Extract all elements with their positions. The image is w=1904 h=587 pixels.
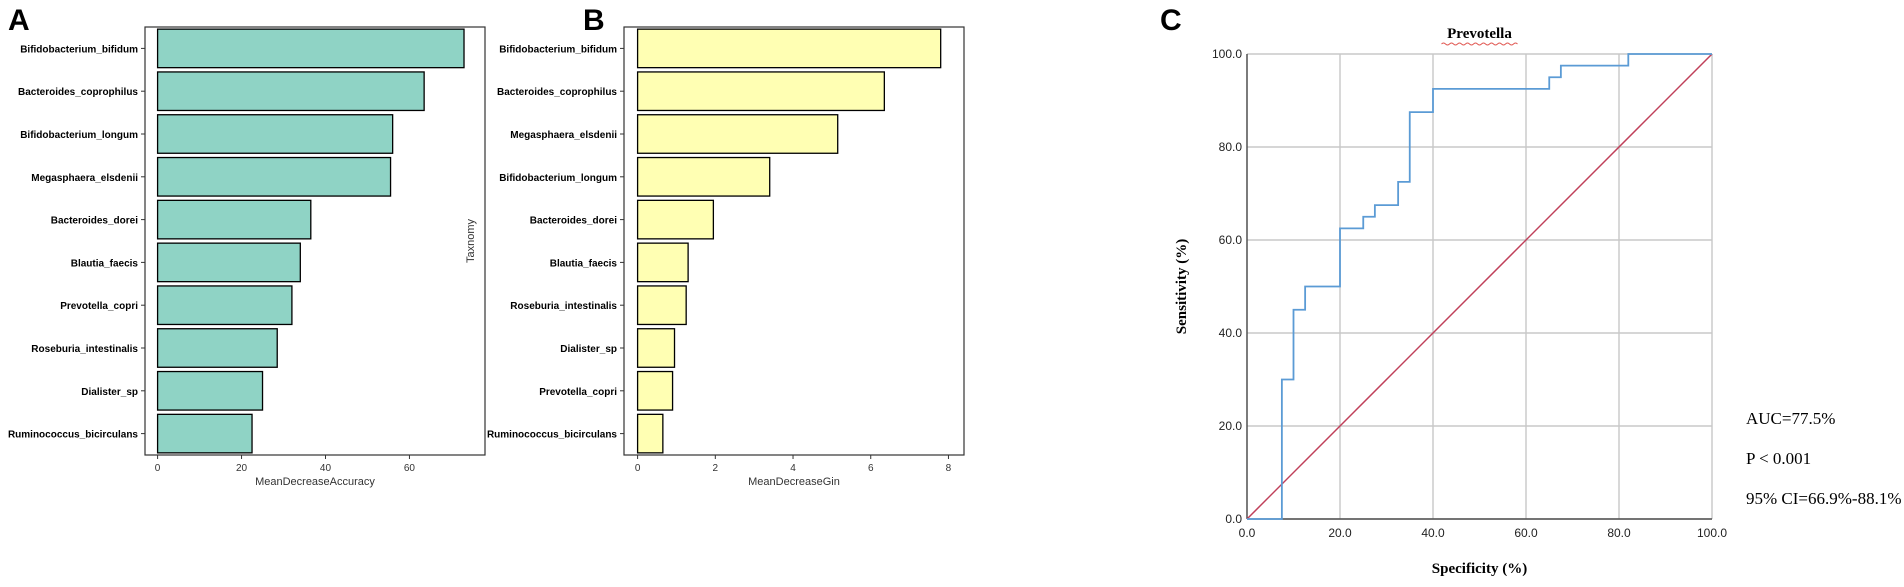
chart-a-xtick-label: 40 [320,463,332,474]
chart-c-xtick-label: 100.0 [1697,526,1727,540]
chart-b-category-label: Blautia_faecis [550,258,618,269]
chart-a-bar [156,285,293,326]
chart-c-ytick-label: 20.0 [1219,419,1243,433]
chart-a-category-label: Prevotella_copri [60,301,138,312]
chart-c-ytick-label: 40.0 [1219,326,1243,340]
chart-a-plot-border [144,26,486,456]
chart-a-bar [156,114,394,154]
chart-a-xtick-label: 60 [404,463,416,474]
chart-b-xtick-label: 8 [946,463,952,474]
chart-c-title: Prevotella [1447,26,1512,42]
chart-a-bar [156,71,425,112]
chart-b-bar [636,199,715,240]
chart-a-category-label: Dialister_sp [81,387,138,398]
chart-b-category-label: Bacteroides_coprophilus [497,87,617,98]
chart-a-category-label: Ruminococcus_bicirculans [8,430,138,441]
chart-c-reference-line [1246,53,1713,520]
chart-c-ytick-label: 80.0 [1219,140,1243,154]
p-value-annotation: P < 0.001 [1746,449,1812,468]
chart-a-bar [156,156,392,197]
chart-a-bar [156,328,278,368]
chart-a-xtick-label: 0 [155,463,161,474]
panel-label-a: A [8,4,30,37]
chart-a-category-label: Bifidobacterium_bifidum [20,44,138,55]
chart-b-bar [636,242,689,283]
chart-b-bar [636,370,674,411]
chart-a-x-axis-title: MeanDecreaseAccuracy [255,476,375,488]
chart-b-bar [636,285,687,326]
chart-b-category-label: Roseburia_intestinalis [510,301,617,312]
chart-c-title-spellcheck-underline [1441,42,1518,46]
chart-a-category-label: Bacteroides_coprophilus [18,87,138,98]
chart-b-category-label: Dialister_sp [560,344,617,355]
chart-a-mean-decrease-accuracy: Bifidobacterium_bifidum Bacteroides_copro… [8,26,486,488]
ci-annotation: 95% CI=66.9%-88.1% [1746,489,1902,508]
chart-b-bar [636,156,771,197]
chart-a-category-label: Blautia_faecis [71,258,139,269]
chart-a-category-label: Roseburia_intestinalis [31,344,138,355]
chart-a-category-label: Megasphaera_elsdenii [31,173,138,184]
chart-b-y-axis-title: Taxnomy [465,218,477,263]
chart-b-mean-decrease-gini: Bifidobacterium_bifidum Bacteroides_copro… [465,26,965,488]
chart-b-xtick-label: 6 [868,463,874,474]
chart-a-bar [156,370,264,411]
chart-b-xtick-label: 0 [635,463,641,474]
chart-a-bar [156,242,301,283]
chart-a-bar [156,413,253,454]
chart-b-x-axis-title: MeanDecreaseGin [748,476,840,488]
chart-b-category-label: Bifidobacterium_longum [499,173,617,184]
panel-label-b: B [583,4,605,37]
chart-b-bar [636,28,942,69]
chart-c-xtick-label: 80.0 [1607,526,1631,540]
chart-b-bar [636,328,676,368]
chart-c-roc-line [1247,53,1712,520]
chart-b-category-label: Prevotella_copri [539,387,617,398]
chart-b-category-label: Megasphaera_elsdenii [510,130,617,141]
chart-b-bar [636,114,839,154]
chart-a-xtick-label: 20 [236,463,248,474]
auc-annotation: AUC=77.5% [1746,409,1836,428]
chart-b-plot-border [623,26,965,456]
chart-b-bar [636,413,664,454]
panel-label-c: C [1160,4,1182,37]
chart-b-category-label: Ruminococcus_bicirculans [487,430,617,441]
chart-c-ytick-label: 100.0 [1212,47,1242,61]
chart-b-category-label: Bacteroides_dorei [530,216,617,227]
chart-c-y-axis-title: Sensitivity (%) [1174,239,1190,334]
chart-c-x-axis-title: Specificity (%) [1432,561,1527,577]
chart-b-xtick-label: 4 [790,463,796,474]
chart-b-category-label: Bifidobacterium_bifidum [499,44,617,55]
chart-c-xtick-label: 0.0 [1239,526,1256,540]
chart-a-bar [156,28,465,69]
chart-c-xtick-label: 40.0 [1421,526,1445,540]
chart-a-category-label: Bacteroides_dorei [51,216,138,227]
chart-c-roc-curve: 0.0 20.0 40.0 60.0 80.0 100.0 0.0 20.0 40.0 60.0 8… [1174,26,1727,577]
chart-c-ytick-label: 60.0 [1219,233,1243,247]
chart-c-xtick-label: 20.0 [1328,526,1352,540]
chart-b-bar [636,71,885,112]
chart-a-category-label: Bifidobacterium_longum [20,130,138,141]
chart-b-xtick-label: 2 [713,463,719,474]
chart-a-bar [156,199,312,240]
chart-c-xtick-label: 60.0 [1514,526,1538,540]
chart-c-ytick-label: 0.0 [1225,512,1242,526]
